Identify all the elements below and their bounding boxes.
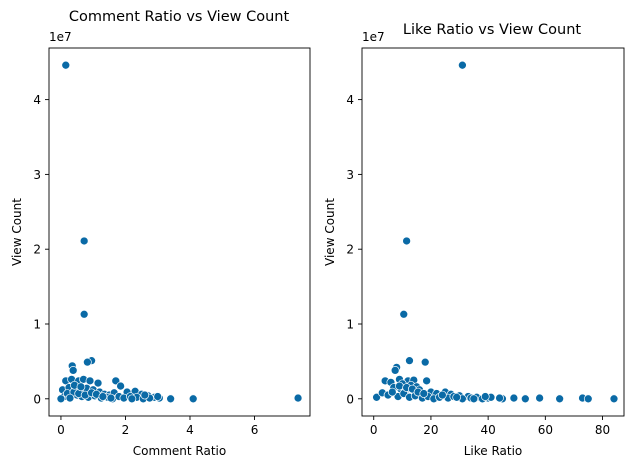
y-tick-label: 1 [346, 318, 354, 332]
data-point [438, 390, 447, 400]
y-tick-label: 0 [346, 392, 354, 406]
x-tick-label: 2 [122, 423, 130, 437]
data-point [85, 376, 95, 386]
data-point [390, 366, 400, 375]
data-point [116, 381, 125, 391]
data-point [83, 357, 92, 367]
data-point [293, 393, 303, 403]
data-point [402, 236, 411, 246]
data-point [372, 392, 381, 402]
y-tick-label: 3 [346, 168, 354, 182]
y-tick-label: 4 [346, 93, 354, 107]
data-point [395, 381, 404, 391]
x-tick-label: 6 [251, 423, 259, 437]
data-point [76, 382, 86, 392]
data-point [583, 394, 593, 404]
data-point [56, 394, 66, 404]
y-axis-label: View Count [10, 198, 24, 266]
x-tick-label: 80 [595, 423, 610, 437]
data-point [405, 356, 414, 366]
data-point [458, 60, 467, 70]
y-tick-label: 3 [33, 168, 41, 182]
x-axis-label: Comment Ratio [133, 444, 226, 458]
data-point [399, 309, 409, 319]
data-point [422, 376, 431, 386]
x-tick-label: 4 [186, 423, 194, 437]
y-tick-label: 2 [33, 243, 41, 257]
data-point [79, 309, 89, 319]
y-offset-label: 1e7 [362, 30, 385, 44]
data-point [452, 392, 462, 402]
data-point [140, 390, 150, 400]
y-tick-label: 1 [33, 318, 41, 332]
data-point [127, 394, 137, 404]
data-point [469, 394, 479, 404]
data-point [509, 393, 519, 403]
data-point [609, 394, 619, 404]
y-ticks: 0 1 2 3 4 [33, 93, 49, 406]
data-point [79, 236, 89, 246]
y-tick-label: 2 [346, 243, 354, 257]
x-axis-label: Like Ratio [464, 444, 523, 458]
data-point [535, 393, 544, 403]
x-tick-label: 60 [538, 423, 553, 437]
plot-area [361, 47, 625, 417]
x-tick-label: 0 [57, 423, 65, 437]
y-tick-label: 4 [33, 93, 41, 107]
chart-title: Comment Ratio vs View Count [69, 9, 290, 25]
points [372, 60, 619, 404]
points [56, 60, 303, 404]
data-point [555, 394, 564, 404]
data-point [65, 393, 75, 403]
chart-title: Like Ratio vs View Count [403, 22, 581, 38]
x-tick-label: 40 [480, 423, 495, 437]
x-tick-label: 0 [370, 423, 378, 437]
data-point [68, 366, 78, 375]
data-point [188, 394, 198, 404]
y-tick-label: 0 [33, 392, 41, 406]
data-point [61, 60, 71, 70]
data-point [420, 357, 430, 367]
data-point [495, 393, 504, 403]
y-ticks: 0 1 2 3 4 [346, 93, 362, 406]
data-point [106, 393, 116, 403]
data-point [387, 387, 397, 397]
x-ticks: 0 2 4 6 [57, 416, 258, 437]
data-point [153, 392, 163, 401]
data-point [98, 392, 108, 401]
y-offset-label: 1e7 [49, 30, 72, 44]
data-point [419, 389, 429, 398]
x-ticks: 0 20 40 60 80 [370, 416, 610, 437]
data-point [93, 378, 103, 388]
chart-like-ratio: Like Ratio vs View Count 1e7 0 20 40 60 80 0… [323, 22, 625, 458]
plot-area [48, 47, 311, 417]
data-point [166, 394, 175, 404]
data-point [480, 392, 490, 401]
data-point [520, 394, 530, 404]
x-tick-label: 20 [423, 423, 438, 437]
y-axis-label: View Count [323, 198, 337, 266]
chart-comment-ratio: Comment Ratio vs View Count 1e7 0 2 4 6 0 1 2… [10, 9, 311, 458]
